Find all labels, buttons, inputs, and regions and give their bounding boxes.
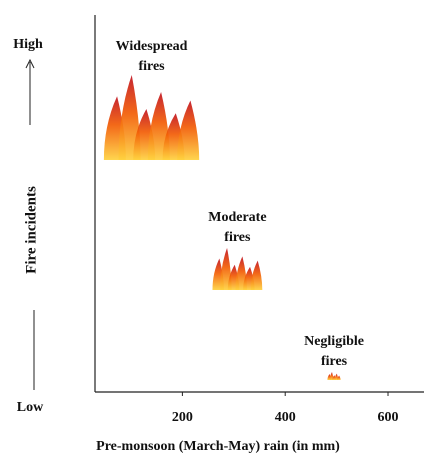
fire-marker [327,372,341,380]
point-label: Moderate [208,210,266,225]
y-low-label: Low [17,400,44,415]
flame-tongue [177,100,200,160]
x-axis-title: Pre-monsoon (March-May) rain (in mm) [96,439,340,454]
arrow-head [25,58,35,69]
point-label: fires [321,354,348,369]
flame-tongue [337,375,341,380]
x-tick-label: 600 [378,410,399,425]
flame-tongue [329,372,334,380]
x-tick-label: 400 [275,410,296,425]
point-label: fires [138,59,165,74]
y-axis-title: Fire incidents [23,186,39,274]
y-high-label: High [13,37,43,52]
fire-marker [212,248,263,290]
point-label: Negligible [304,334,364,349]
flame-tongue [250,260,263,290]
point-label: Widespread [116,39,188,54]
flame-tongue [220,248,232,290]
flame-tongue [118,75,141,160]
x-tick-label: 200 [172,410,193,425]
point-label: fires [224,230,251,245]
fire-marker [103,75,200,160]
